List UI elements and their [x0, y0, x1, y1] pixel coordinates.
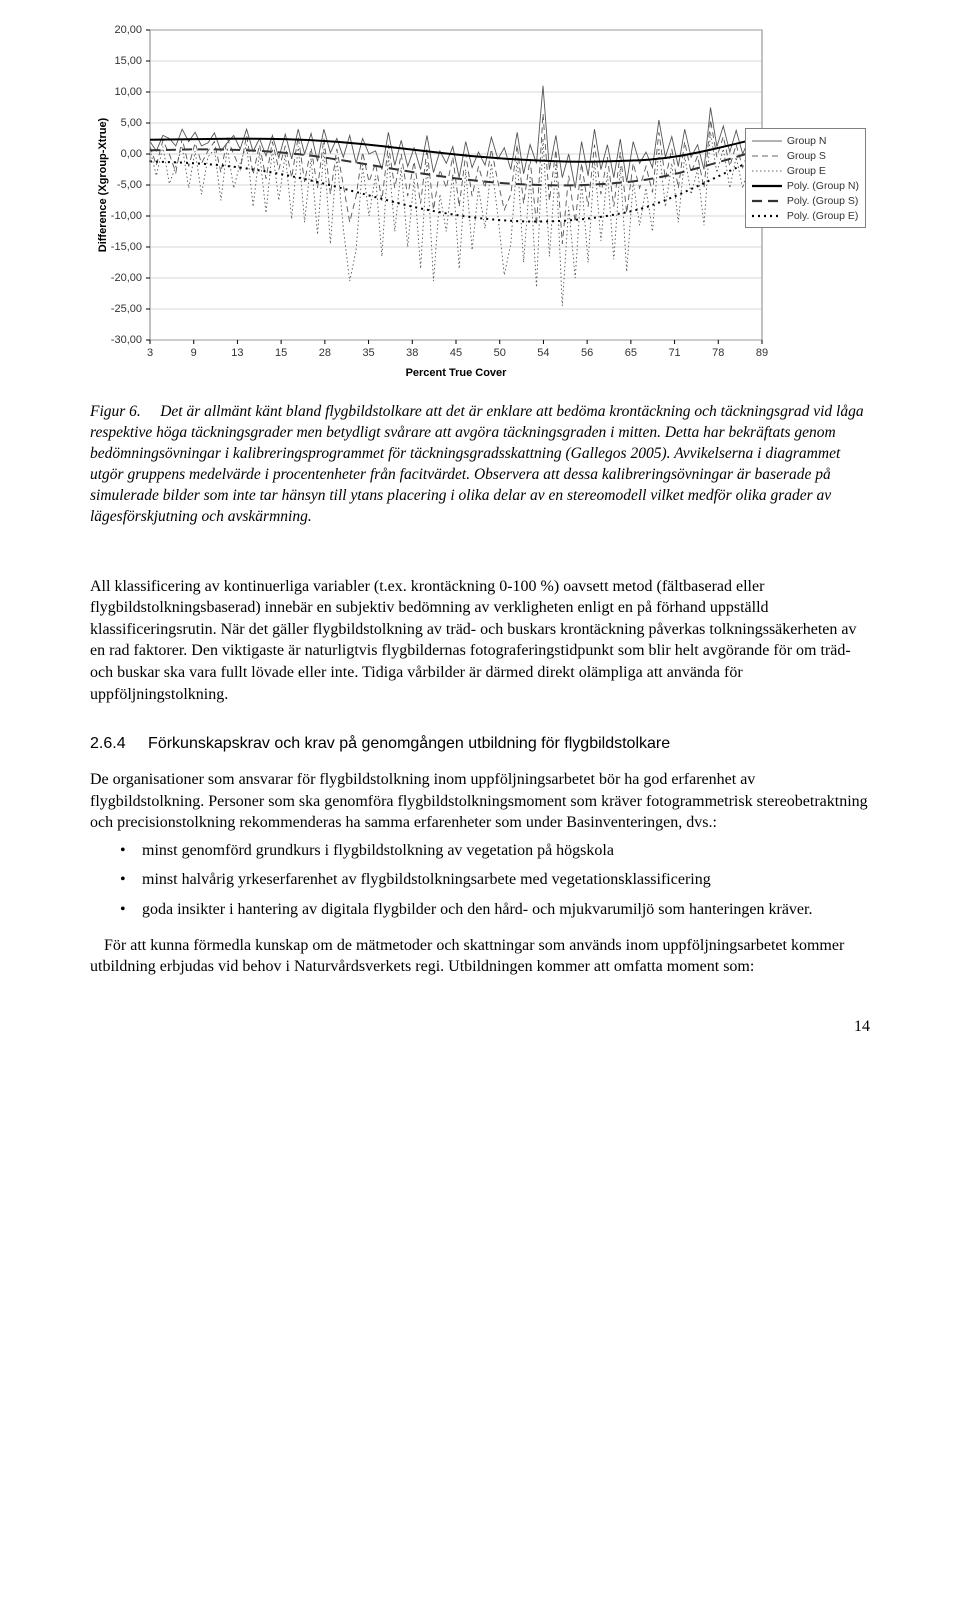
- svg-text:78: 78: [712, 347, 724, 359]
- svg-text:-5,00: -5,00: [117, 179, 142, 191]
- page-number: 14: [90, 1018, 870, 1036]
- svg-text:0,00: 0,00: [121, 148, 142, 160]
- section-number: 2.6.4: [90, 735, 126, 752]
- caption-text: Det är allmänt känt bland flygbildstolka…: [90, 403, 864, 525]
- section-heading: 2.6.4 Förkunskapskrav och krav på genomg…: [90, 735, 870, 753]
- legend-item: Poly. (Group N): [752, 178, 859, 193]
- svg-text:28: 28: [319, 347, 331, 359]
- svg-text:-30,00: -30,00: [111, 334, 142, 346]
- svg-text:15,00: 15,00: [114, 55, 142, 67]
- svg-text:-25,00: -25,00: [111, 303, 142, 315]
- svg-text:20,00: 20,00: [114, 24, 142, 36]
- svg-text:56: 56: [581, 347, 593, 359]
- chart-legend: Group NGroup SGroup EPoly. (Group N)Poly…: [745, 128, 866, 228]
- requirements-list: minst genomförd grundkurs i flygbildstol…: [90, 840, 870, 921]
- figure-label: Figur 6.: [90, 403, 141, 420]
- legend-item: Group S: [752, 148, 859, 163]
- svg-text:13: 13: [231, 347, 243, 359]
- body-paragraph-1: All klassificering av kontinuerliga vari…: [90, 576, 870, 706]
- legend-item: Poly. (Group E): [752, 208, 859, 223]
- svg-text:-15,00: -15,00: [111, 241, 142, 253]
- svg-text:10,00: 10,00: [114, 86, 142, 98]
- body-paragraph-2: De organisationer som ansvarar för flygb…: [90, 769, 870, 834]
- svg-text:89: 89: [756, 347, 768, 359]
- svg-text:65: 65: [625, 347, 637, 359]
- svg-text:5,00: 5,00: [121, 117, 142, 129]
- svg-text:Percent True Cover: Percent True Cover: [406, 367, 508, 379]
- svg-text:3: 3: [147, 347, 153, 359]
- svg-text:50: 50: [494, 347, 506, 359]
- svg-text:35: 35: [362, 347, 374, 359]
- list-item: minst genomförd grundkurs i flygbildstol…: [90, 840, 870, 862]
- section-title: Förkunskapskrav och krav på genomgången …: [148, 735, 670, 752]
- legend-item: Poly. (Group S): [752, 193, 859, 208]
- svg-text:38: 38: [406, 347, 418, 359]
- svg-text:9: 9: [191, 347, 197, 359]
- list-item: minst halvårig yrkeserfarenhet av flygbi…: [90, 869, 870, 891]
- figure-caption: Figur 6. Det är allmänt känt bland flygb…: [90, 402, 870, 528]
- svg-text:54: 54: [537, 347, 549, 359]
- svg-text:Difference (Xgroup-Xtrue): Difference (Xgroup-Xtrue): [97, 117, 109, 252]
- difference-chart: -30,00 -25,00 -20,00 -15,00 -10,00 -5,00 0,00 5…: [90, 20, 870, 380]
- list-item: goda insikter i hantering av digitala fl…: [90, 899, 870, 921]
- svg-text:71: 71: [668, 347, 680, 359]
- legend-item: Group E: [752, 163, 859, 178]
- svg-text:15: 15: [275, 347, 287, 359]
- svg-text:-10,00: -10,00: [111, 210, 142, 222]
- legend-item: Group N: [752, 133, 859, 148]
- svg-text:45: 45: [450, 347, 462, 359]
- body-paragraph-3: För att kunna förmedla kunskap om de mät…: [90, 935, 870, 978]
- svg-text:-20,00: -20,00: [111, 272, 142, 284]
